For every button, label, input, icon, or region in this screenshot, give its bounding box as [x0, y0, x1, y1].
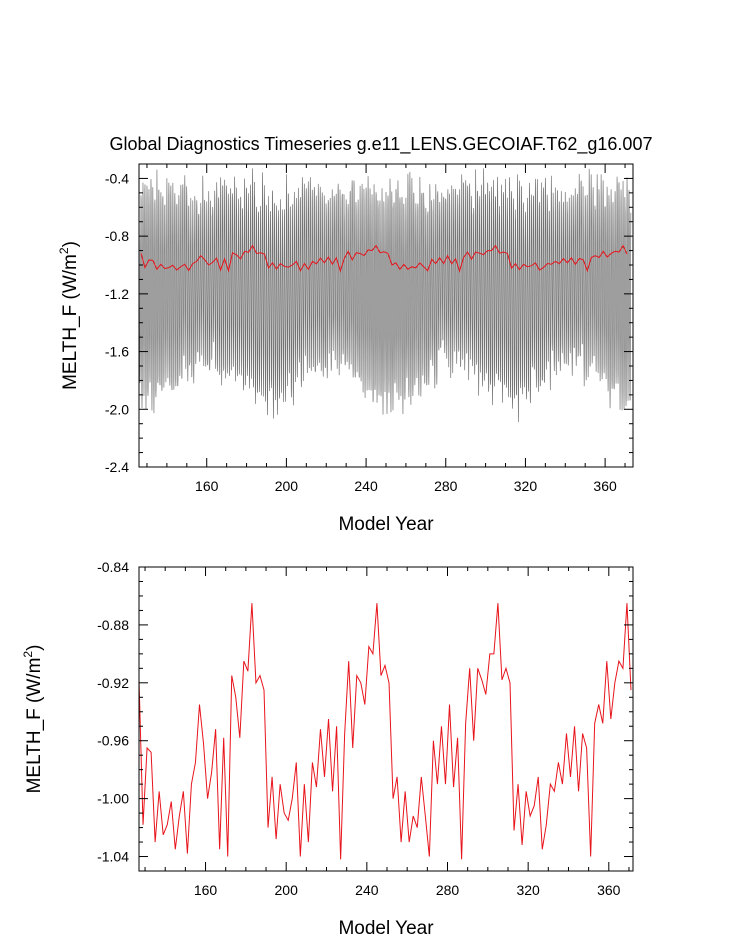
y-tick-label: -0.88 [97, 617, 129, 633]
chart-bottom-panel: 160 200 240 280 320 360 -1.04 -1.00 -0.96 -0.92 -0… [21, 559, 634, 939]
plot-area [139, 603, 632, 860]
y-axis-title-main: MELTH_F (W/m [24, 658, 45, 794]
series-monthly-line [139, 168, 632, 423]
y-axis-title: MELTH_F (W/m2) [57, 241, 81, 390]
chart-top-panel: 160 200 240 280 320 360 -2.4 -2.0 -1.6 -1.2 -0.8 -0… [57, 163, 634, 535]
y-tick-label: -1.04 [97, 849, 129, 865]
x-tick-label: 160 [195, 478, 219, 494]
y-tick-label: -0.8 [105, 228, 129, 244]
series-annual-mean-line [139, 603, 632, 860]
y-tick-label: -0.84 [97, 559, 129, 575]
plot-area [139, 168, 632, 423]
x-tick-label: 320 [516, 882, 540, 898]
y-tick-label: -0.96 [97, 733, 129, 749]
x-tick-label: 320 [514, 478, 538, 494]
x-tick-label: 160 [194, 882, 218, 898]
x-tick-label: 200 [275, 882, 299, 898]
y-axis-title-superscript: 2 [57, 247, 71, 254]
x-axis-title: Model Year [338, 918, 434, 939]
y-axis-title-superscript: 2 [21, 651, 35, 658]
x-tick-label: 240 [355, 882, 379, 898]
y-tick-label: -1.6 [105, 344, 129, 360]
y-tick-label: -1.00 [97, 791, 129, 807]
y-axis-title-close: ) [60, 241, 81, 247]
x-tick-label: 240 [354, 478, 378, 494]
series-annual-mean-line [140, 244, 628, 273]
y-axis-title-close: ) [24, 645, 45, 651]
x-tick-label: 360 [597, 882, 621, 898]
y-tick-label: -0.4 [105, 170, 129, 186]
x-tick-label: 200 [275, 478, 299, 494]
x-axis-title: Model Year [338, 514, 434, 535]
y-tick-label: -1.2 [105, 286, 129, 302]
y-tick-label: -0.92 [97, 675, 129, 691]
y-tick-label: -2.0 [105, 401, 129, 417]
y-tick-label: -2.4 [105, 459, 129, 475]
x-tick-label: 280 [434, 478, 458, 494]
y-axis-title: MELTH_F (W/m2) [21, 645, 45, 794]
x-tick-label: 280 [436, 882, 460, 898]
y-axis-title-main: MELTH_F (W/m [60, 254, 81, 390]
x-tick-label: 360 [593, 478, 617, 494]
figure-title: Global Diagnostics Timeseries g.e11_LENS… [110, 134, 653, 155]
plot-frame [138, 566, 634, 872]
